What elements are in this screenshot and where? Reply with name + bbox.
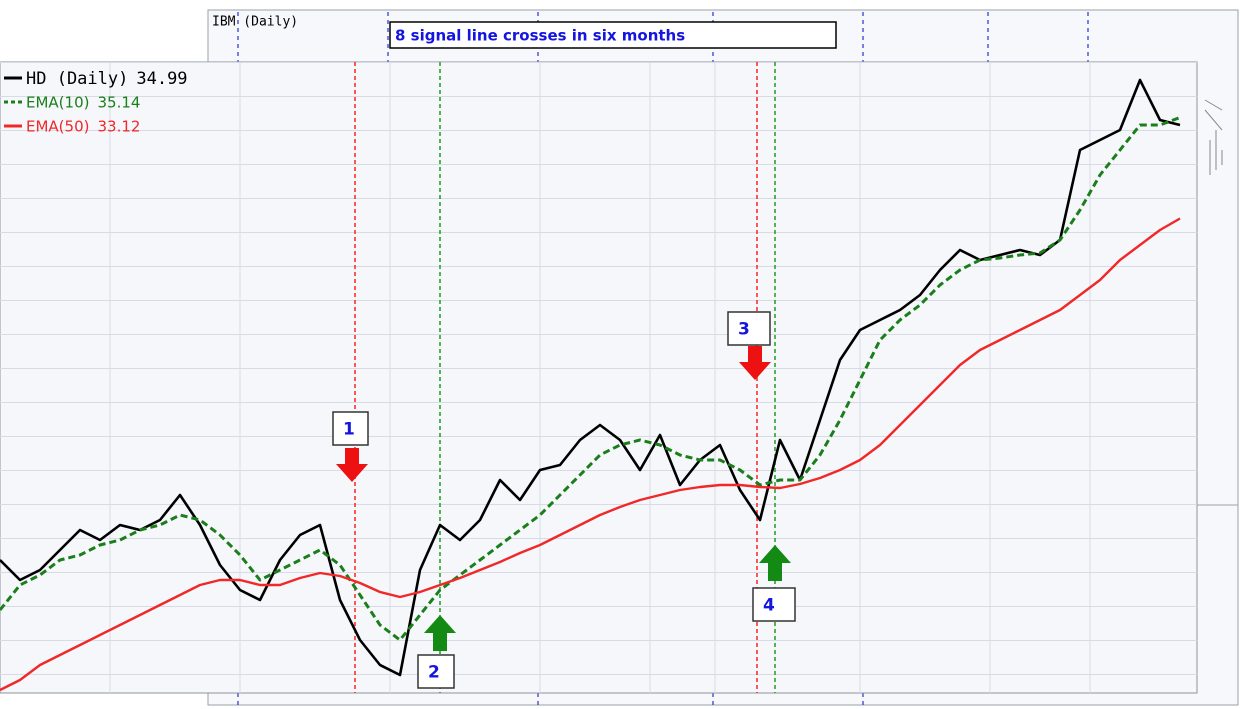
signal-box bbox=[752, 587, 796, 622]
signal-box bbox=[417, 654, 455, 689]
legend-value: 33.12 bbox=[97, 118, 140, 136]
signal-arrow bbox=[739, 346, 771, 380]
legend-label: EMA(50) bbox=[26, 118, 89, 136]
legend-value: 35.14 bbox=[97, 94, 140, 112]
signal-label: 1 bbox=[343, 420, 355, 440]
background-dividers bbox=[237, 12, 1089, 705]
annotation-box bbox=[389, 21, 837, 49]
grid bbox=[0, 62, 1197, 693]
signal-label: 2 bbox=[428, 663, 440, 683]
legend-label: HD (Daily) bbox=[26, 69, 128, 89]
legend-label: EMA(10) bbox=[26, 94, 89, 112]
background-title: IBM (Daily) bbox=[212, 15, 298, 30]
series-line bbox=[0, 217, 1181, 692]
background-bars bbox=[1204, 99, 1223, 175]
signal-label: 3 bbox=[738, 320, 750, 340]
plot: 1 2 3 4 HD (Daily) 34.99 EMA(10) 35.14 EMA(50) 33… bbox=[0, 62, 1181, 693]
signal-arrow bbox=[336, 448, 368, 482]
legend-value: 34.99 bbox=[136, 69, 187, 89]
signal-label: 4 bbox=[763, 596, 775, 616]
signal-box bbox=[727, 311, 771, 346]
signal-arrow bbox=[759, 545, 791, 581]
annotation: 8 signal line crosses in six months bbox=[395, 27, 685, 45]
series-line bbox=[0, 116, 1181, 642]
signal-box bbox=[332, 411, 369, 446]
signal-arrow bbox=[424, 615, 456, 651]
